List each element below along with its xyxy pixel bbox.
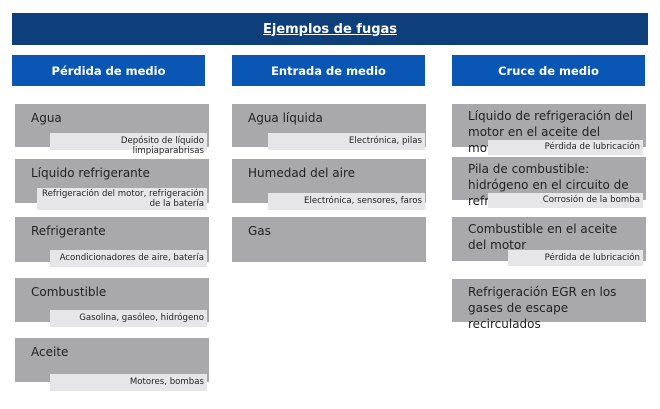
item-label: Combustible en el aceite del motor — [468, 222, 618, 252]
item-box: Gas — [232, 217, 426, 262]
item-detail: Refrigeración del motor, refrigeración d… — [37, 188, 207, 210]
item-detail: Gasolina, gasóleo, hidrógeno — [50, 310, 207, 327]
item-label: Aceite — [31, 345, 69, 359]
item-detail: Motores, bombas — [50, 374, 207, 391]
item-detail: Acondicionadores de aire, batería — [50, 250, 207, 267]
item-detail: Pérdida de lubricación — [488, 140, 643, 155]
diagram-title: Ejemplos de fugas — [12, 13, 648, 45]
item-label: Humedad del aire — [248, 166, 355, 180]
item-detail: Corrosión de la bomba — [488, 193, 643, 208]
item-detail: Electrónica, pilas — [268, 133, 425, 150]
item-label: Líquido de refrigeración del motor en el… — [468, 109, 634, 155]
item-label: Agua líquida — [248, 111, 323, 125]
item-box: Pila de combustible: hidrógeno en el cir… — [452, 157, 646, 208]
item-label: Pila de combustible: hidrógeno en el cir… — [468, 162, 629, 208]
item-box: Refrigeración EGR en los gases de escape… — [452, 279, 646, 331]
item-detail: Pérdida de lubricación — [508, 250, 643, 266]
item-box: Líquido de refrigeración del motor en el… — [452, 104, 646, 155]
column-header-perdida: Pérdida de medio — [12, 55, 205, 86]
item-label: Combustible — [31, 285, 107, 299]
column-header-cruce: Cruce de medio — [452, 55, 645, 86]
item-detail: Electrónica, sensores, faros — [268, 193, 425, 210]
item-label: Refrigeración EGR en los gases de escape… — [468, 285, 617, 331]
item-label: Agua — [31, 111, 62, 125]
column-header-entrada: Entrada de medio — [232, 55, 425, 86]
item-detail: Depósito de líquido limpiaparabrisas — [50, 133, 207, 156]
item-label: Líquido refrigerante — [31, 166, 150, 180]
item-label: Refrigerante — [31, 224, 106, 238]
item-label: Gas — [248, 224, 271, 238]
